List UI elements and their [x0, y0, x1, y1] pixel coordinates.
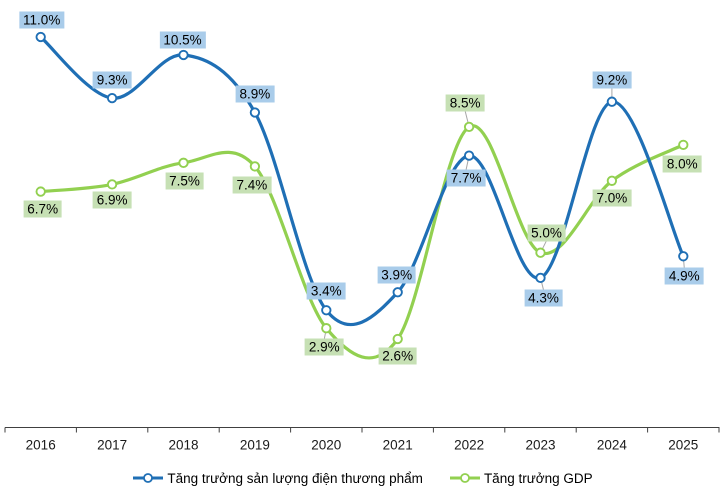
data-point-marker — [606, 96, 618, 107]
data-point-marker — [463, 150, 475, 161]
legend-label-electricity-growth: Tăng trưởng sản lượng điện thương phẩm — [167, 470, 423, 486]
x-axis-label: 2020 — [311, 437, 342, 453]
legend-line-marker-icon — [133, 473, 164, 483]
data-point-marker — [35, 31, 46, 43]
legend-item-gdp-growth: Tăng trưởng GDP — [449, 471, 593, 486]
data-point-marker — [392, 287, 403, 298]
data-point-marker — [106, 179, 118, 190]
series-gdp-line — [39, 124, 685, 360]
data-point-marker — [321, 305, 332, 316]
x-axis-label: 2022 — [454, 437, 485, 453]
data-point-marker — [678, 251, 689, 262]
data-point-marker — [178, 157, 189, 168]
data-point-marker — [392, 333, 403, 345]
legend: Tăng trưởng sản lượng điện thương phẩm T… — [0, 465, 725, 491]
data-point-marker — [535, 247, 546, 258]
data-point-marker — [535, 272, 546, 284]
data-point-marker — [249, 161, 261, 172]
legend-swatch-shape — [460, 473, 470, 483]
data-point-marker — [106, 92, 118, 104]
data-point-marker — [35, 186, 46, 197]
x-axis-label: 2023 — [525, 437, 556, 453]
legend-item-electricity-growth: Tăng trưởng sản lượng điện thương phẩm — [132, 471, 423, 486]
data-point-marker — [463, 121, 475, 133]
legend-line-marker-icon — [449, 473, 480, 483]
series-electricity-line — [39, 35, 685, 327]
x-axis-label: 2025 — [668, 437, 699, 453]
x-axis-label: 2019 — [239, 437, 270, 453]
x-axis-label: 2016 — [25, 437, 56, 453]
data-point-marker — [606, 175, 618, 186]
x-axis-label: 2024 — [596, 437, 627, 453]
data-point-marker — [178, 49, 189, 61]
data-point-marker — [249, 107, 261, 118]
x-axis-label: 2018 — [168, 437, 199, 453]
legend-swatch-shape — [143, 473, 154, 483]
data-point-marker — [321, 323, 332, 334]
x-axis-label: 2017 — [97, 437, 128, 453]
data-point-marker — [678, 139, 689, 151]
chart-plot-area — [4, 31, 720, 433]
x-axis-label: 2021 — [382, 437, 413, 453]
legend-label-gdp-growth: Tăng trưởng GDP — [483, 470, 593, 486]
